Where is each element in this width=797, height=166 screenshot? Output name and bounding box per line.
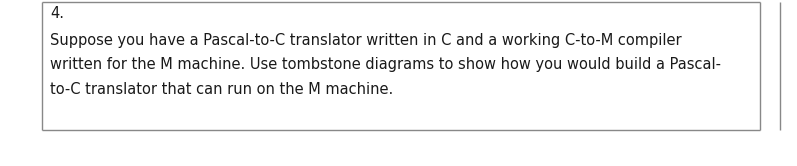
Text: to-C translator that can run on the M machine.: to-C translator that can run on the M ma… xyxy=(50,83,393,97)
Text: 4.: 4. xyxy=(50,6,64,22)
Text: Suppose you have a Pascal-to-C translator written in C and a working C-to-M comp: Suppose you have a Pascal-to-C translato… xyxy=(50,33,681,47)
Text: written for the M machine. Use tombstone diagrams to show how you would build a : written for the M machine. Use tombstone… xyxy=(50,57,721,73)
